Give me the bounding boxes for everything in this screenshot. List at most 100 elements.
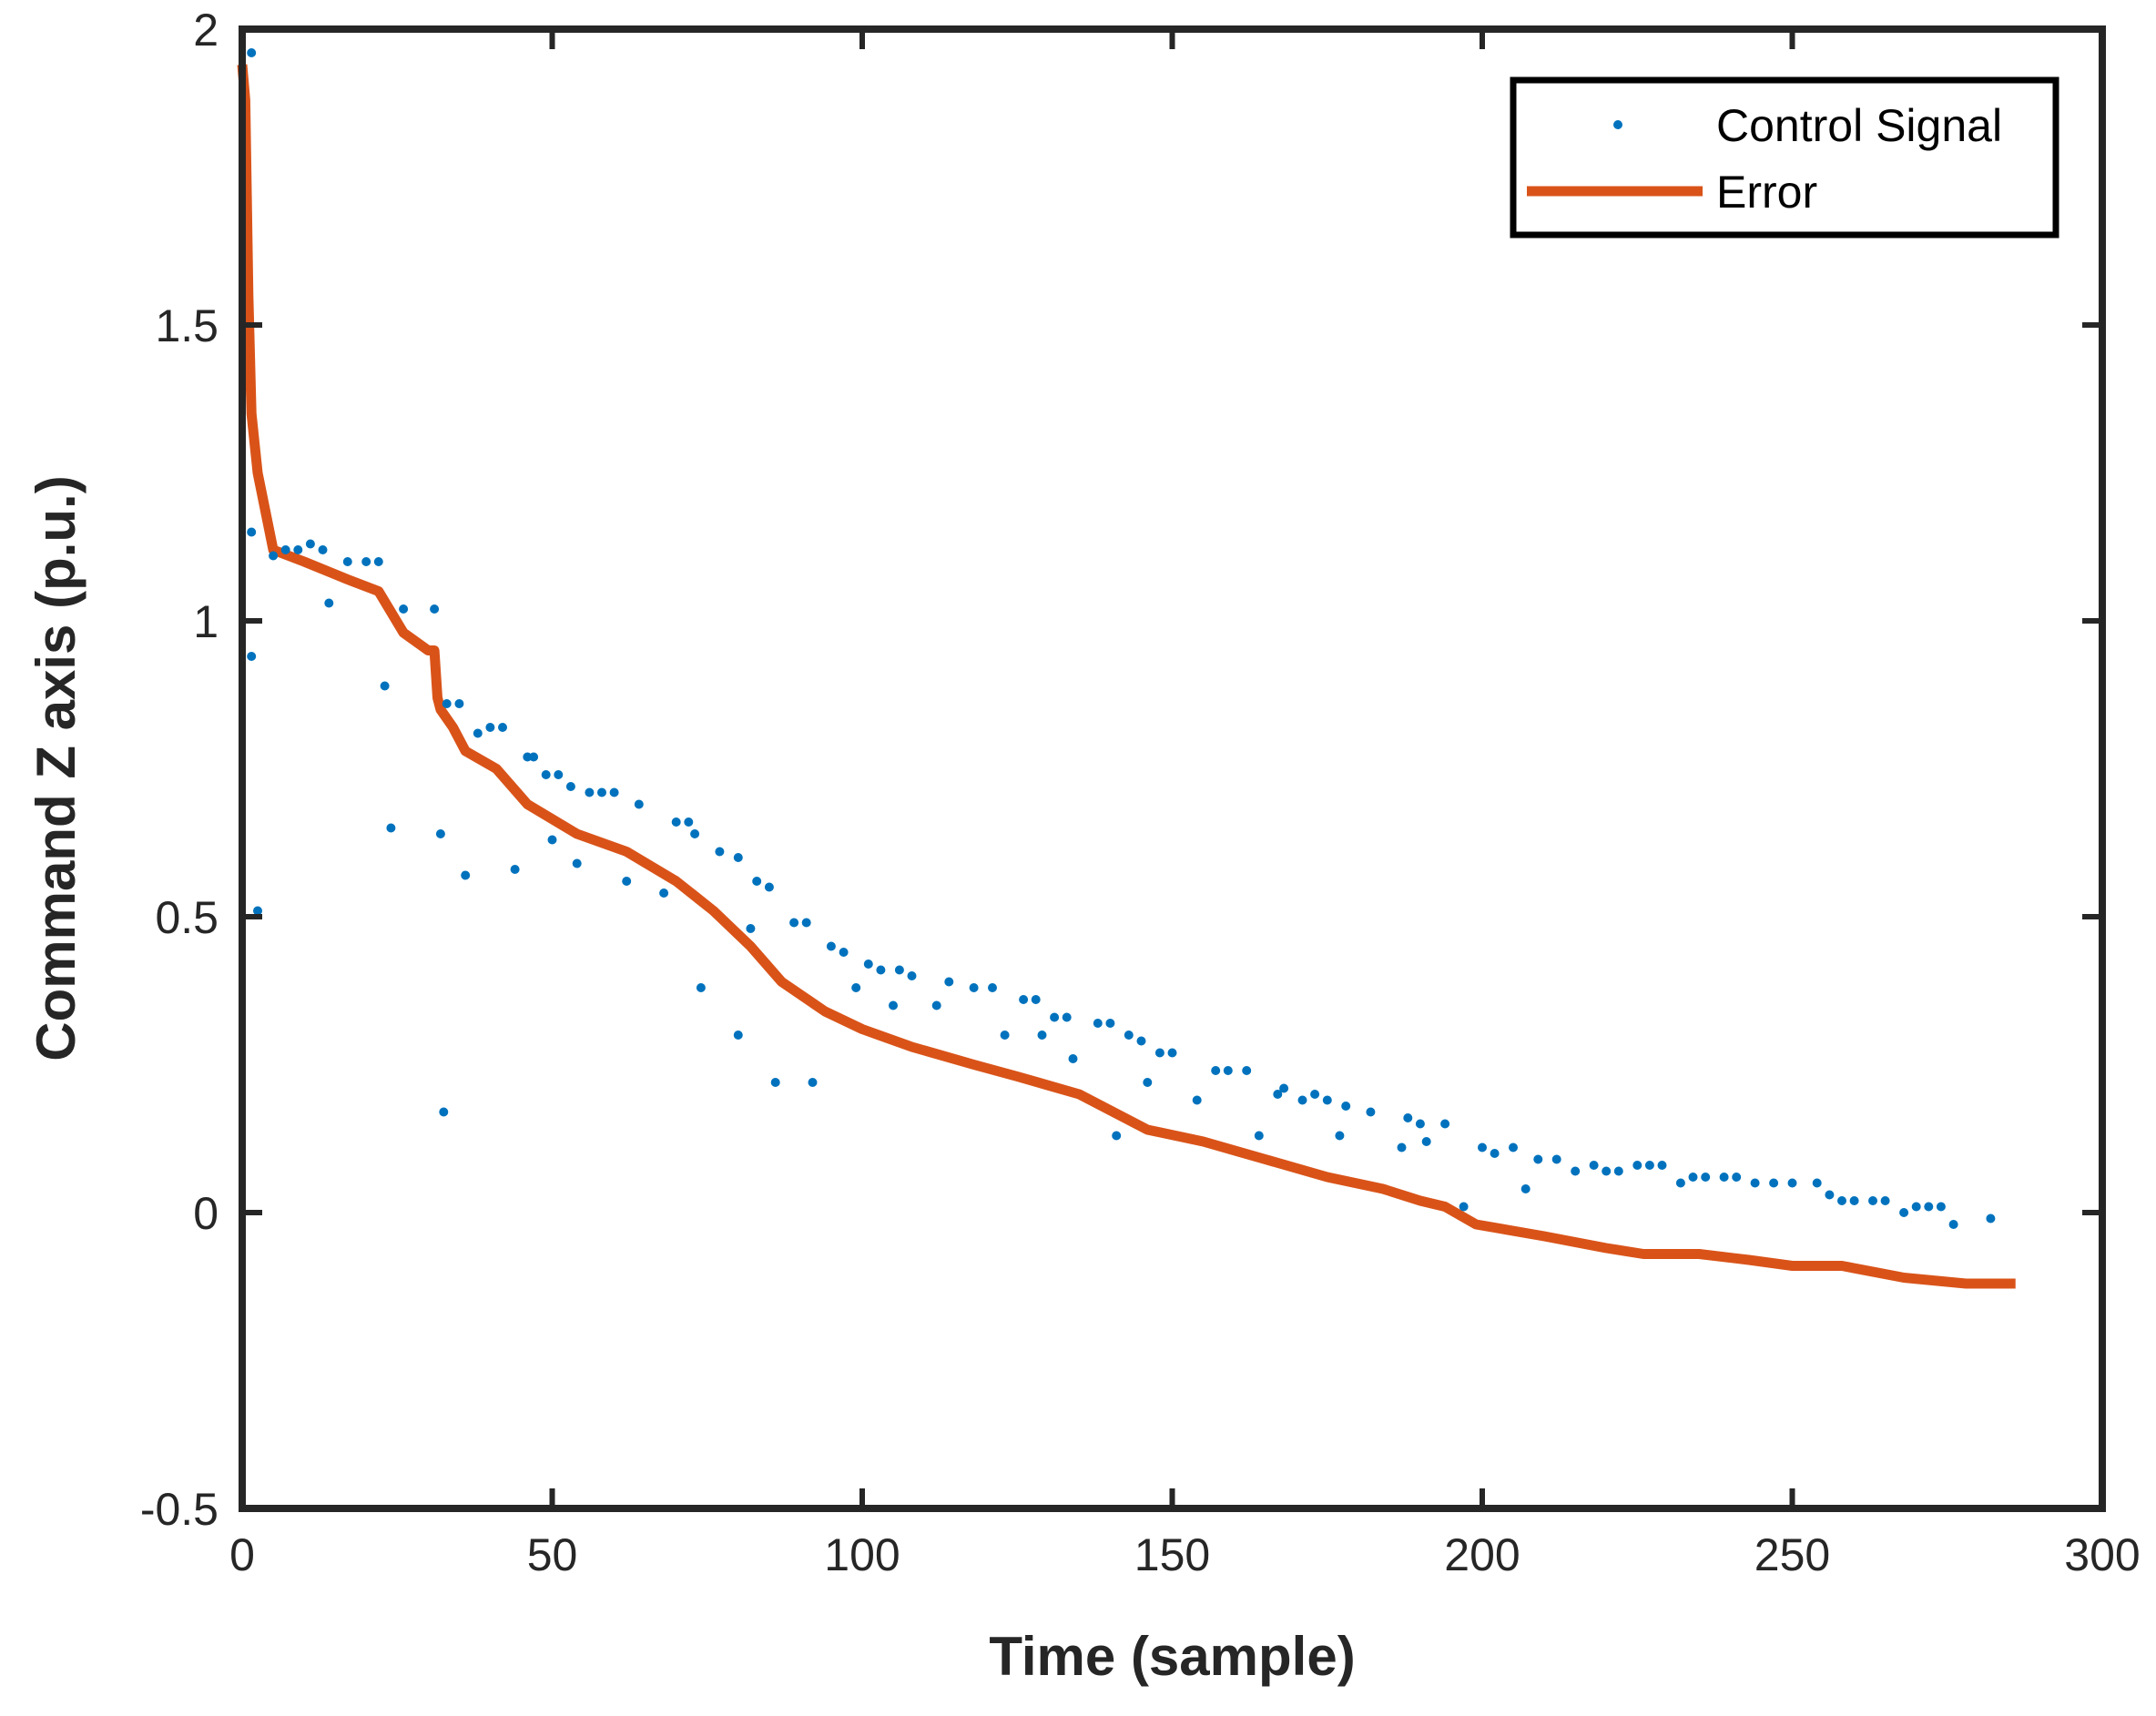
control-signal-point (342, 557, 352, 566)
control-signal-point (473, 728, 483, 738)
control-signal-point (988, 983, 997, 992)
control-signal-point (1136, 1036, 1146, 1046)
x-tick-label: 300 (2064, 1529, 2140, 1580)
control-signal-point (622, 877, 632, 886)
control-signal-point (1719, 1173, 1729, 1182)
control-signal-point (1062, 1012, 1072, 1022)
y-tick-label: 1.5 (155, 300, 219, 351)
control-signal-point (1787, 1178, 1797, 1188)
series-line-error (237, 64, 2016, 1289)
x-tick-label: 100 (824, 1529, 900, 1580)
control-signal-point (253, 906, 262, 916)
control-signal-point (1154, 1048, 1164, 1058)
control-signal-point (454, 699, 464, 708)
control-signal-point (1701, 1173, 1711, 1182)
control-signal-point (1031, 995, 1041, 1004)
control-signal-point (1211, 1066, 1221, 1075)
control-signal-point (1632, 1161, 1642, 1170)
control-signal-point (789, 918, 799, 928)
control-signal-point (1769, 1178, 1779, 1188)
control-signal-point (808, 1078, 818, 1087)
control-signal-point (1223, 1066, 1233, 1075)
control-signal-point (572, 858, 582, 868)
control-signal-point (733, 1031, 743, 1040)
control-signal-point (529, 752, 539, 762)
control-signal-point (324, 598, 334, 608)
control-signal-point (839, 948, 849, 957)
control-signal-point (1459, 1202, 1469, 1212)
control-signal-point (1571, 1166, 1581, 1176)
control-signal-point (1019, 995, 1029, 1004)
control-signal-point (1750, 1178, 1760, 1188)
x-tick-label: 0 (229, 1529, 255, 1580)
control-signal-point (430, 604, 440, 614)
control-signal-point (1868, 1196, 1877, 1205)
control-signal-point (597, 787, 606, 797)
control-signal-point (1403, 1113, 1413, 1122)
control-signal-point (247, 652, 257, 661)
control-signal-point (439, 1107, 449, 1117)
control-signal-point (247, 48, 257, 57)
control-signal-point (435, 829, 445, 838)
data-marks (237, 48, 2016, 1289)
control-signal-point (498, 723, 507, 732)
control-signal-point (659, 888, 669, 898)
control-signal-point (1415, 1119, 1425, 1129)
control-signal-point (1825, 1190, 1835, 1200)
control-signal-point (585, 787, 595, 797)
control-signal-point (1105, 1019, 1115, 1028)
control-signal-point (1421, 1137, 1431, 1146)
control-signal-point (1936, 1202, 1946, 1212)
control-signal-point (931, 1000, 941, 1010)
control-signal-point (1440, 1119, 1450, 1129)
y-tick-label: -0.5 (140, 1484, 219, 1535)
control-signal-point (770, 1078, 780, 1087)
control-signal-point (442, 699, 452, 708)
control-signal-point (1602, 1166, 1612, 1176)
control-signal-point (293, 545, 303, 554)
control-signal-point (1986, 1213, 1996, 1224)
control-signal-point (969, 983, 979, 992)
control-signal-point (1397, 1142, 1407, 1152)
control-signal-point (671, 817, 681, 827)
control-signal-point (1490, 1149, 1500, 1158)
y-tick-label: 0.5 (155, 892, 219, 943)
control-signal-point (1322, 1095, 1332, 1105)
control-signal-point (510, 865, 520, 874)
control-signal-point (609, 787, 619, 797)
control-signal-point (373, 557, 383, 566)
control-signal-point (554, 770, 564, 779)
legend-marker-control-signal (1613, 120, 1622, 129)
plot-background (242, 29, 2102, 1508)
control-signal-point (1273, 1090, 1283, 1099)
control-signal-point (541, 770, 551, 779)
control-signal-point (1310, 1090, 1320, 1099)
control-signal-point (634, 799, 644, 809)
x-axis-title: Time (sample) (989, 1626, 1355, 1687)
control-signal-point (752, 877, 762, 886)
control-signal-point (485, 723, 495, 732)
control-signal-point (1911, 1202, 1921, 1212)
control-signal-point (863, 960, 873, 969)
control-signal-point (269, 551, 279, 561)
x-tick-label: 250 (1754, 1529, 1830, 1580)
control-signal-point (1644, 1161, 1654, 1170)
control-signal-point (876, 965, 886, 975)
control-signal-point (851, 983, 861, 992)
control-signal-point (1551, 1154, 1561, 1164)
y-tick-label: 2 (193, 5, 219, 56)
control-signal-point (247, 527, 257, 537)
control-signal-point (826, 941, 836, 951)
control-signal-point (1068, 1054, 1078, 1063)
control-signal-point (907, 971, 917, 980)
control-signal-point (1509, 1142, 1518, 1152)
control-signal-point (801, 918, 811, 928)
y-axis-title: Command Z axis (p.u.) (25, 475, 86, 1061)
control-signal-point (1589, 1161, 1599, 1170)
plot-frame (239, 25, 2106, 1512)
control-signal-point (1849, 1196, 1859, 1205)
control-signal-point (1924, 1202, 1934, 1212)
control-signal-point (1533, 1154, 1543, 1164)
x-tick-label: 50 (527, 1529, 578, 1580)
